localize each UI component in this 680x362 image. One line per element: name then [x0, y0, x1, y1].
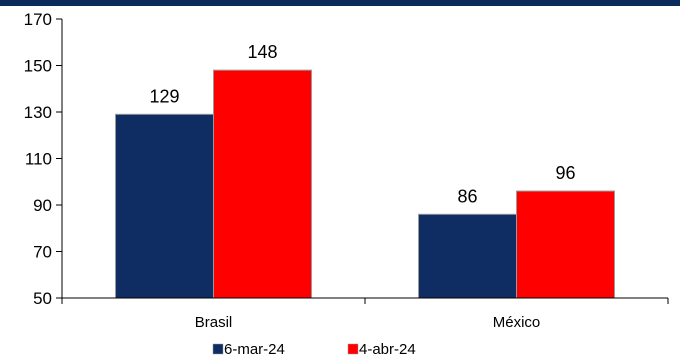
y-tick-label: 90	[33, 196, 52, 215]
legend-label: 4-abr-24	[359, 341, 416, 358]
category-label: Brasil	[195, 314, 233, 331]
y-tick-label: 50	[33, 289, 52, 308]
header-accent-band	[0, 0, 680, 6]
data-label: 96	[555, 163, 575, 183]
data-label: 148	[247, 42, 277, 62]
y-axis-ticks: 50 70 90 110 130 150 170	[24, 10, 62, 308]
legend-swatch	[347, 343, 359, 355]
data-labels: 129 148 86 96	[149, 42, 575, 206]
legend-swatch	[212, 343, 224, 355]
data-label: 86	[457, 186, 477, 206]
legend: 6-mar-24 4-abr-24	[212, 341, 416, 358]
bar	[115, 113, 214, 299]
legend-label: 6-mar-24	[224, 341, 285, 358]
x-axis-ticks	[61, 298, 669, 304]
category-labels: Brasil México	[195, 314, 541, 331]
category-label: México	[493, 314, 541, 331]
y-tick-label: 110	[25, 150, 52, 169]
bar	[516, 190, 615, 299]
data-label: 129	[149, 86, 179, 106]
y-tick-label: 130	[24, 103, 52, 122]
y-tick-label: 150	[24, 57, 52, 76]
y-tick-label: 70	[33, 243, 52, 262]
bars	[115, 69, 615, 299]
bar	[418, 213, 517, 299]
y-tick-label: 170	[24, 10, 52, 29]
bar	[213, 69, 312, 299]
